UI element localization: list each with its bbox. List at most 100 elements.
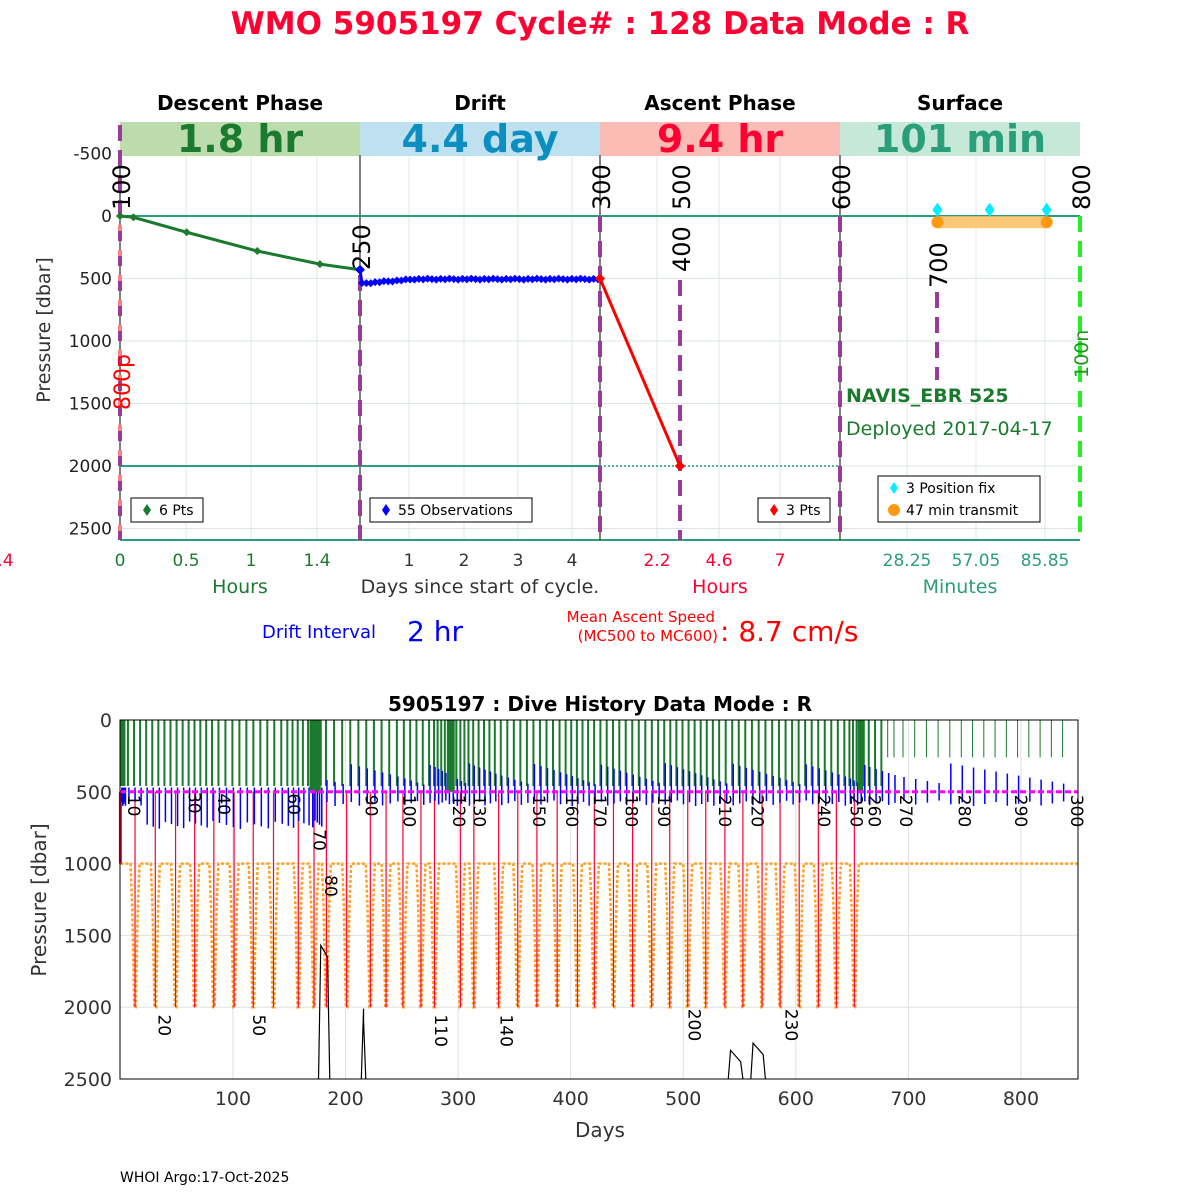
phase-x-label: Hours bbox=[692, 576, 748, 598]
deployed-date: Deployed 2017-04-17 bbox=[846, 418, 1053, 440]
bathymetry-trace bbox=[727, 1048, 744, 1080]
y-tick-label: 1500 bbox=[69, 395, 112, 415]
cycle-label: 90 bbox=[360, 795, 380, 817]
y-tick-label: 0 bbox=[101, 207, 112, 227]
cycle-label: 220 bbox=[747, 795, 767, 827]
y-tick-label: 500 bbox=[80, 270, 112, 290]
drift-point bbox=[362, 279, 371, 288]
legend-label: 3 Position fix bbox=[906, 481, 995, 497]
cycle-label: 40 bbox=[213, 793, 233, 815]
legend-label: 6 Pts bbox=[159, 503, 194, 519]
legend-label: 47 min transmit bbox=[906, 503, 1019, 519]
cycle-label: 150 bbox=[528, 795, 548, 827]
cycle-label: 200 bbox=[684, 1009, 704, 1041]
bathymetry-trace bbox=[750, 1041, 767, 1080]
cycle-marker-label: 600 bbox=[828, 164, 856, 210]
legend-marker bbox=[888, 504, 900, 516]
descent-bar-cluster bbox=[857, 720, 864, 792]
bathymetry-trace bbox=[317, 943, 331, 1080]
cycle-label: 210 bbox=[714, 795, 734, 827]
bathymetry-trace bbox=[360, 1008, 367, 1080]
cycle-label: 240 bbox=[813, 795, 833, 827]
x-tick-label: 500 bbox=[665, 1088, 701, 1110]
cycle-label: 300 bbox=[1066, 795, 1086, 827]
cycle-marker-label: 700 bbox=[925, 242, 953, 288]
descent-bar-cluster bbox=[446, 720, 455, 792]
cycle-label: 130 bbox=[468, 795, 488, 827]
descent-series-line bbox=[119, 214, 361, 272]
phase-x-label: Hours bbox=[212, 576, 268, 598]
drift-point bbox=[371, 278, 380, 287]
x-axis-label: Days bbox=[575, 1118, 625, 1142]
phase-band bbox=[600, 122, 840, 156]
phase-duration: 101 min bbox=[874, 117, 1046, 161]
x-tick-label: 3 bbox=[513, 551, 524, 571]
y-tick-label: 1000 bbox=[64, 854, 112, 876]
x-tick-label: 4.6 bbox=[705, 551, 732, 571]
drift-point bbox=[392, 276, 401, 285]
cycle-label: 250 bbox=[846, 795, 866, 827]
x-tick-label: 2 bbox=[459, 551, 470, 571]
phase-x-label: Minutes bbox=[923, 576, 998, 598]
y-tick-label: 2000 bbox=[69, 457, 112, 477]
transmit-point bbox=[931, 216, 944, 229]
phase-duration: 9.4 hr bbox=[657, 117, 784, 161]
legend-box bbox=[757, 497, 831, 523]
drift-point bbox=[358, 279, 366, 287]
x-tick-label: 1.4 bbox=[303, 551, 330, 571]
y-tick-label: 1500 bbox=[64, 925, 112, 947]
drift-point bbox=[384, 277, 393, 286]
phase-band bbox=[360, 122, 600, 156]
cycle-label: 70 bbox=[309, 829, 329, 851]
cycle-label: 50 bbox=[248, 1014, 268, 1036]
cycle-label: 30 bbox=[184, 792, 204, 814]
page-title: WMO 5905197 Cycle# : 128 Data Mode : R bbox=[231, 6, 970, 42]
x-tick-label: 28.25 bbox=[883, 551, 932, 571]
x-tick-label: 300 bbox=[440, 1088, 476, 1110]
y-tick-label: -500 bbox=[73, 145, 112, 165]
phase-name: Surface bbox=[917, 91, 1003, 115]
marker-note-100n: 100n bbox=[1071, 330, 1093, 378]
y-tick-label: 500 bbox=[76, 782, 112, 804]
x-tick-label: 200 bbox=[327, 1088, 363, 1110]
legend-box bbox=[877, 475, 1041, 523]
position-fix-point bbox=[984, 202, 995, 217]
y-tick-label: 0 bbox=[100, 710, 112, 732]
legend-box bbox=[369, 497, 533, 523]
footer-credit: WHOI Argo:17-Oct-2025 bbox=[120, 1170, 289, 1186]
plot-frame bbox=[119, 719, 1079, 1080]
cycle-marker-label: 250 bbox=[348, 224, 376, 270]
x-tick-label: 100 bbox=[215, 1088, 251, 1110]
phase-duration: 4.4 day bbox=[402, 117, 559, 161]
phase-band bbox=[120, 122, 360, 156]
cycle-label: 110 bbox=[430, 1014, 450, 1046]
position-fix-point bbox=[1041, 202, 1052, 217]
y-axis-label: Pressure [dbar] bbox=[33, 257, 55, 403]
ascent-series-line bbox=[598, 277, 682, 467]
x-tick-label: 0 bbox=[115, 551, 126, 571]
cycle-marker-label: 500 bbox=[668, 164, 696, 210]
plot-title: 5905197 : Dive History Data Mode : R bbox=[388, 692, 812, 716]
y-tick-label: 2500 bbox=[69, 520, 112, 540]
cycle-label: 170 bbox=[589, 795, 609, 827]
phase-band bbox=[840, 122, 1080, 156]
position-fix-point bbox=[932, 202, 943, 217]
x-tick-label: 57.05 bbox=[952, 551, 1001, 571]
descent-point bbox=[182, 228, 191, 237]
legend-marker bbox=[770, 504, 778, 516]
descent-point bbox=[129, 213, 138, 222]
y-tick-label: 2000 bbox=[64, 997, 112, 1019]
x-tick-label: 2.2 bbox=[643, 551, 670, 571]
y-axis-label: Pressure [dbar] bbox=[27, 823, 51, 976]
transmit-point bbox=[1040, 216, 1053, 229]
descent-bar-cluster bbox=[309, 720, 321, 792]
cycle-marker-label: 100 bbox=[108, 164, 136, 210]
legend-marker bbox=[890, 482, 898, 494]
phase-name: Ascent Phase bbox=[644, 91, 795, 115]
cycle-label: 290 bbox=[1010, 795, 1030, 827]
x-tick-label: 7 bbox=[775, 551, 786, 571]
cycle-label: 140 bbox=[496, 1014, 516, 1046]
drift-point bbox=[355, 264, 365, 275]
cycle-label: 190 bbox=[653, 795, 673, 827]
